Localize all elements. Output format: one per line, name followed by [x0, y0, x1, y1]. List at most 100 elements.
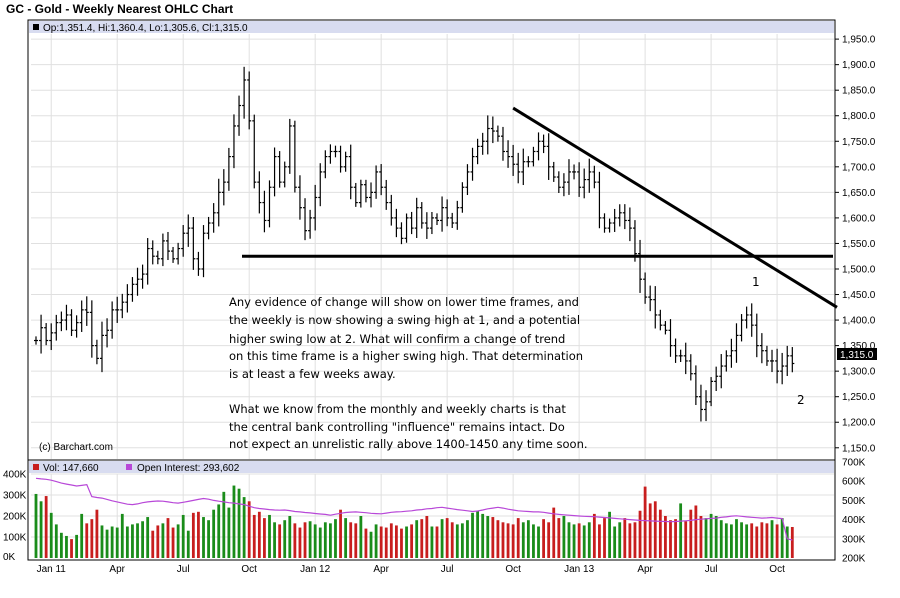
open-interest-axis: 200K 300K 400K 500K 600K 700K [842, 458, 866, 565]
date-tick-label: Apr [373, 564, 389, 575]
annotation-line: Any evidence of change will show on lowe… [229, 295, 579, 309]
ohlc-bar [734, 323, 739, 363]
ohlc-bar [658, 309, 663, 331]
ohlc-bar [308, 209, 313, 239]
volume-bar [212, 509, 216, 558]
ohlc-bar [216, 178, 221, 227]
volume-bar [460, 523, 464, 558]
volume-bar [618, 522, 622, 558]
ohlc-bar [450, 212, 455, 229]
volume-bar [303, 522, 307, 558]
volume-bar [263, 518, 266, 558]
ohlc-bar [252, 114, 257, 189]
ohlc-bar [348, 144, 353, 200]
date-axis: Jan 11 Apr Jul Oct Jan 12 Apr Jul Oct Jan 13 Apr J… [37, 564, 786, 575]
annotation-line: higher swing low at 2. What will confirm… [229, 332, 565, 346]
volume-bar [491, 517, 495, 558]
ohlc-bar [663, 321, 668, 335]
open-interest-tick-label: 300K [842, 534, 866, 545]
volume-bar [455, 524, 459, 558]
date-tick-label: Jul [705, 564, 718, 575]
price-tick-label: 1,600.0 [842, 213, 876, 224]
volume-bar [54, 524, 58, 558]
ohlc-bar [379, 164, 384, 196]
volume-bar [197, 511, 200, 558]
ohlc-bar [435, 213, 439, 226]
ohlc-bar [292, 120, 297, 193]
volume-bar [511, 524, 515, 558]
volume-bar [709, 513, 713, 558]
volume-bar [694, 505, 698, 558]
volume-bar [557, 518, 561, 558]
volume-bar [278, 524, 282, 558]
volume-bar [344, 518, 348, 558]
ohlc-bar [739, 314, 744, 342]
volume-bar [501, 522, 505, 558]
ohlc-bar [744, 306, 749, 329]
volume-label: Vol: 147,660 [43, 463, 99, 474]
price-tick-label: 1,250.0 [842, 392, 876, 403]
date-tick-label: Jul [441, 564, 454, 575]
price-tick-label: 1,950.0 [842, 35, 876, 46]
volume-bar [562, 516, 566, 558]
ohlc-bar [226, 147, 231, 191]
ohlc-bar [556, 171, 561, 193]
volume-bar [496, 520, 500, 558]
ohlc-bar [262, 190, 267, 233]
volume-bar [379, 526, 383, 558]
open-interest-legend-swatch [126, 464, 132, 470]
ohlc-bar [343, 151, 348, 172]
ohlc-bar [44, 323, 49, 346]
volume-bar [719, 520, 723, 558]
price-tick-label: 1,650.0 [842, 188, 876, 199]
volume-bar [186, 530, 190, 558]
ohlc-bar [587, 158, 592, 193]
price-tick-label: 1,450.0 [842, 290, 876, 301]
volume-bar [237, 488, 241, 558]
volume-bar [704, 518, 708, 558]
volume-bar [100, 525, 104, 558]
ohlc-bar [445, 199, 450, 227]
ohlc-bar [165, 231, 170, 261]
volume-bar [374, 524, 378, 558]
volume-bar [526, 520, 530, 558]
ohlc-bar [99, 321, 104, 373]
volume-bar [110, 526, 114, 558]
price-tick-label: 1,300.0 [842, 367, 876, 378]
volume-bar [222, 491, 226, 558]
ohlc-bar [592, 165, 597, 189]
volume-bar [181, 514, 185, 558]
volume-bar [552, 507, 556, 558]
ohlc-bar [94, 339, 99, 365]
volume-bar [730, 524, 733, 558]
ohlc-bar [440, 196, 445, 232]
ohlc-bar [59, 311, 64, 332]
ohlc-bar [627, 207, 632, 242]
volume-bar [207, 520, 210, 558]
open-interest-tick-label: 700K [842, 458, 866, 469]
ohlc-bar [577, 162, 582, 197]
volume-bar [471, 512, 474, 558]
volume-bar [466, 520, 469, 558]
ohlc-bar [683, 342, 688, 375]
volume-bar [420, 519, 424, 558]
ohlc-bar [506, 140, 511, 168]
ohlc-bar [404, 213, 409, 243]
date-tick-label: Jan 11 [37, 564, 67, 575]
ohlc-bar [612, 208, 617, 232]
volume-bar [410, 524, 414, 558]
annotation-line: the weekly is now showing a swing high a… [229, 313, 580, 327]
volume-bar [136, 523, 139, 558]
annotation-line: is at least a few weeks away. [229, 367, 396, 381]
price-tick-label: 1,350.0 [842, 341, 876, 352]
ohlc-bar [89, 300, 94, 358]
volume-bar [770, 520, 774, 558]
volume-tick-label: 400K [3, 470, 27, 481]
ohlc-bar [105, 318, 110, 348]
ohlc-bar [429, 211, 434, 235]
volume-bar [481, 513, 485, 558]
volume-bar [445, 518, 449, 558]
ohlc-bar [328, 144, 333, 164]
volume-bar [313, 524, 317, 558]
